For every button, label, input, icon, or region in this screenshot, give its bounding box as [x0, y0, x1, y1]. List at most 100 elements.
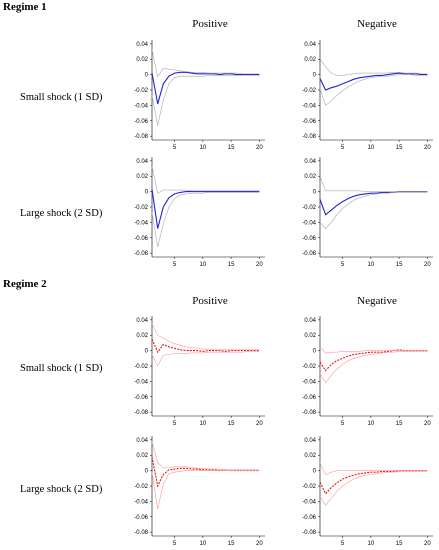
- panel-1-response-line: [151, 71, 260, 104]
- panel-5-ytick-label-2: 0: [145, 349, 149, 355]
- panel-4-xtick-label-3: 20: [424, 262, 431, 268]
- panel-8-xtick-label-0: 5: [341, 541, 345, 547]
- panel-1-xtick-label-3: 20: [256, 145, 263, 151]
- panel-3-ytick-label-1: 0.02: [136, 174, 148, 180]
- panel-6-ytick-label-6: -0.08: [302, 410, 316, 416]
- panel-3-ytick-label-2: 0: [145, 190, 149, 196]
- panel-1-xtick-label-0: 5: [173, 145, 177, 151]
- panel-2-ytick-label-6: -0.08: [302, 134, 316, 140]
- panel-3-ytick-label-3: -0.02: [134, 205, 148, 211]
- panel-3-xtick-label-3: 20: [256, 262, 263, 268]
- panel-5-ytick-label-6: -0.08: [134, 410, 148, 416]
- panel-3-response-line: [151, 189, 260, 229]
- col-header-negative-r1: Negative: [357, 18, 397, 30]
- panel-6-ytick-label-3: -0.02: [302, 364, 316, 370]
- panel-7-ytick-label-3: -0.02: [134, 484, 148, 490]
- row-label-large-r2: Large shock (2 SD): [20, 484, 103, 495]
- panel-4-ytick-label-3: -0.02: [302, 205, 316, 211]
- panel-7-xtick-label-3: 20: [256, 541, 263, 547]
- panel-8-xtick-label-3: 20: [424, 541, 431, 547]
- panel-8-ytick-label-4: -0.04: [302, 499, 316, 505]
- panel-6-xtick-label-2: 15: [396, 421, 403, 427]
- panel-7-ytick-label-1: 0.02: [136, 453, 148, 459]
- panel-4-ytick-label-2: 0: [313, 190, 317, 196]
- panel-1-ytick-label-5: -0.06: [134, 119, 148, 125]
- panel-5-xtick-label-2: 15: [228, 421, 235, 427]
- panel-2-xtick-label-1: 10: [368, 145, 375, 151]
- panel-7-xtick-label-2: 15: [228, 541, 235, 547]
- col-header-positive-r1: Positive: [192, 18, 228, 30]
- panel-2-lower-band: [319, 74, 428, 106]
- panel-3-ytick-label-6: -0.08: [134, 251, 148, 257]
- panel-4-response-line: [319, 191, 428, 216]
- panel-8-ytick-label-0: 0.04: [304, 438, 316, 444]
- panel-6-response-line: [319, 349, 428, 372]
- panel-3-ytick-label-4: -0.04: [134, 220, 148, 226]
- panel-2-ytick-label-3: -0.02: [302, 88, 316, 94]
- panel-3-lower-band: [151, 192, 260, 248]
- panel-6-ytick-label-1: 0.02: [304, 333, 316, 339]
- panel-6-ytick-label-0: 0.04: [304, 318, 316, 324]
- panel-5-ytick-label-5: -0.06: [134, 395, 148, 401]
- col-header-positive-r2: Positive: [192, 295, 228, 307]
- col-header-negative-r2: Negative: [357, 295, 397, 307]
- regime-1-title: Regime 1: [3, 1, 47, 13]
- panel-5-response-line: [151, 338, 260, 354]
- panel-7-ytick-label-6: -0.08: [134, 530, 148, 536]
- panel-5-ytick-label-1: 0.02: [136, 333, 148, 339]
- panel-6-ytick-label-2: 0: [313, 349, 317, 355]
- row-label-large-r1: Large shock (2 SD): [20, 208, 103, 219]
- panel-3-ytick-label-0: 0.04: [136, 159, 148, 165]
- panel-8-xtick-label-2: 15: [396, 541, 403, 547]
- panel-5-lower-band: [151, 351, 260, 367]
- panel-5-xtick-label-0: 5: [173, 421, 177, 427]
- panel-7-ytick-label-5: -0.06: [134, 515, 148, 521]
- panel-8-ytick-label-2: 0: [313, 469, 317, 475]
- panel-1-xtick-label-1: 10: [200, 145, 207, 151]
- panel-3-xtick-label-0: 5: [173, 262, 177, 268]
- panel-1-ytick-label-6: -0.08: [134, 134, 148, 140]
- panel-2-xtick-label-0: 5: [341, 145, 345, 151]
- panel-2-response-line: [319, 72, 428, 91]
- panel-6-ytick-label-4: -0.04: [302, 379, 316, 385]
- panel-7-ytick-label-2: 0: [145, 469, 149, 475]
- panel-2-ytick-label-2: 0: [313, 73, 317, 79]
- panel-1-ytick-label-2: 0: [145, 73, 149, 79]
- panel-2-xtick-label-2: 15: [396, 145, 403, 151]
- panel-4-ytick-label-0: 0.04: [304, 159, 316, 165]
- row-label-small-r1: Small shock (1 SD): [20, 92, 103, 103]
- panel-5-upper-band: [151, 323, 260, 351]
- panel-8-ytick-label-1: 0.02: [304, 453, 316, 459]
- panel-8-upper-band: [319, 462, 428, 475]
- panel-4-ytick-label-1: 0.02: [304, 174, 316, 180]
- panel-1-ytick-label-0: 0.04: [136, 42, 148, 48]
- panel-5-ytick-label-3: -0.02: [134, 364, 148, 370]
- panel-2-ytick-label-0: 0.04: [304, 42, 316, 48]
- panel-4-ytick-label-5: -0.06: [302, 236, 316, 242]
- panel-7-upper-band: [151, 441, 260, 471]
- panel-1-xtick-label-2: 15: [228, 145, 235, 151]
- panel-4-xtick-label-1: 10: [368, 262, 375, 268]
- panel-3-xtick-label-2: 15: [228, 262, 235, 268]
- panel-4-xtick-label-2: 15: [396, 262, 403, 268]
- panel-4-ytick-label-6: -0.08: [302, 251, 316, 257]
- panel-5-xtick-label-3: 20: [256, 421, 263, 427]
- panel-7-response-line: [151, 456, 260, 488]
- panel-6-upper-band: [319, 346, 428, 354]
- panel-8-ytick-label-6: -0.08: [302, 530, 316, 536]
- panel-1-upper-band: [151, 49, 260, 78]
- panel-6-lower-band: [319, 351, 428, 384]
- panel-7-lower-band: [151, 470, 260, 510]
- panel-2-ytick-label-1: 0.02: [304, 57, 316, 63]
- panel-6-xtick-label-0: 5: [341, 421, 345, 427]
- panel-5-xtick-label-1: 10: [200, 421, 207, 427]
- panel-7-ytick-label-0: 0.04: [136, 438, 148, 444]
- panel-1-ytick-label-3: -0.02: [134, 88, 148, 94]
- panel-4-xtick-label-0: 5: [341, 262, 345, 268]
- panel-5-ytick-label-0: 0.04: [136, 318, 148, 324]
- panel-2-ytick-label-4: -0.04: [302, 103, 316, 109]
- panel-7-xtick-label-0: 5: [173, 541, 177, 547]
- panel-3-ytick-label-5: -0.06: [134, 236, 148, 242]
- panel-2-upper-band: [319, 58, 428, 76]
